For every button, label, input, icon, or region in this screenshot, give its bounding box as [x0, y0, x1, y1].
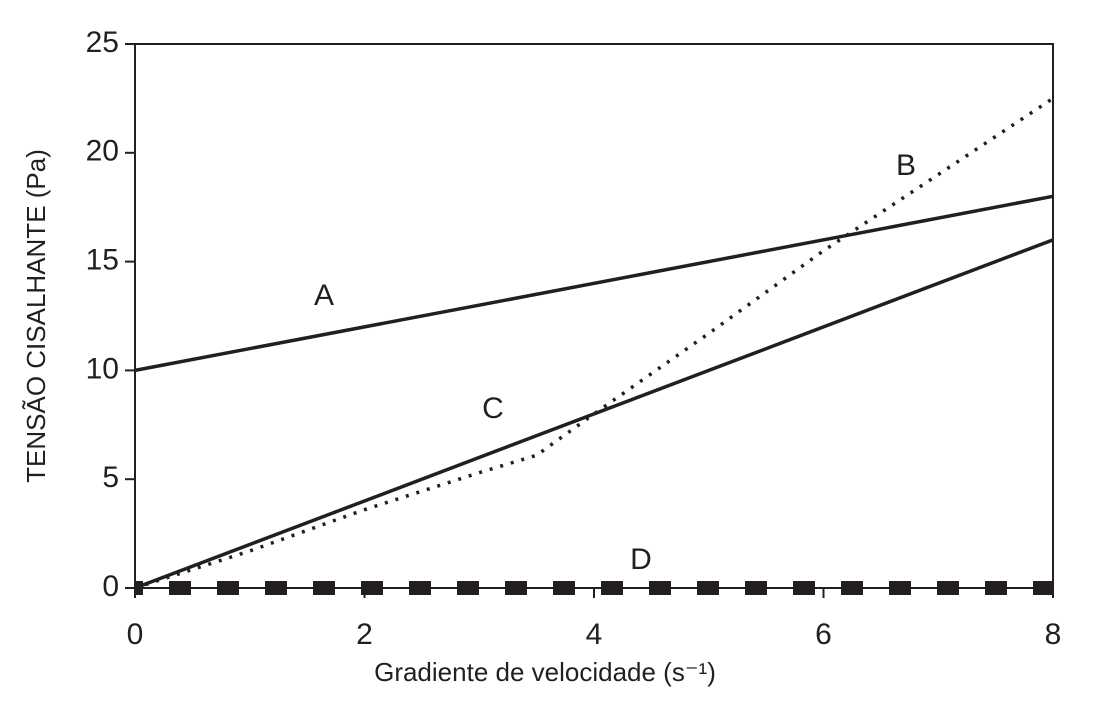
- series-label: D: [630, 543, 652, 576]
- x-tick-label: 6: [815, 618, 832, 651]
- y-tick-label: 5: [102, 461, 119, 494]
- x-axis-title: Gradiente de velocidade (s⁻¹): [374, 657, 716, 687]
- series-line: [134, 194, 1054, 373]
- series-label: A: [314, 279, 334, 312]
- y-tick-label: 0: [102, 570, 119, 603]
- y-axis-title: TENSÃO CISALHANTE (Pa): [21, 149, 51, 483]
- y-tick-label: 25: [86, 26, 119, 59]
- series-line: [134, 238, 1054, 590]
- plot-frame: [134, 43, 1054, 589]
- x-tick-label: 4: [586, 618, 603, 651]
- series-label: B: [896, 149, 916, 182]
- y-tick-label: 20: [86, 135, 119, 168]
- y-tick-label: 10: [86, 352, 119, 385]
- x-tick-label: 2: [356, 618, 373, 651]
- x-tick-label: 0: [127, 618, 144, 651]
- series-label: C: [482, 392, 504, 425]
- x-tick-label: 8: [1045, 618, 1062, 651]
- y-tick-label: 15: [86, 244, 119, 277]
